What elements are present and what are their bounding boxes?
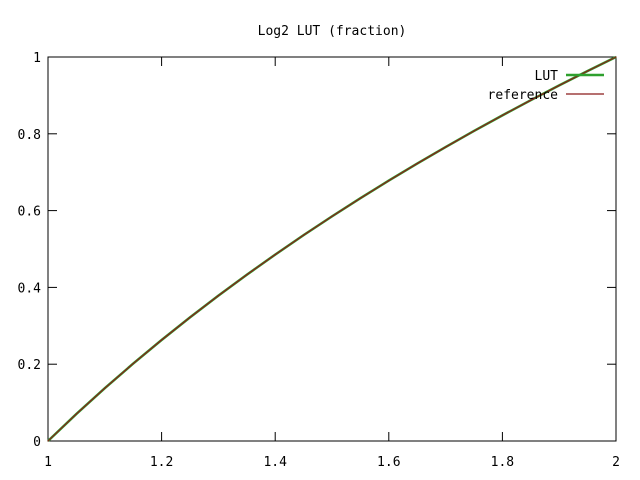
data-point-reference	[303, 234, 305, 236]
x-tick-label: 1.6	[377, 455, 400, 470]
data-point-reference	[217, 295, 219, 297]
data-point-reference	[615, 56, 617, 58]
data-point-reference	[246, 274, 248, 276]
axis-ticks: 1 1.2 1.4 1.6 1.8 2 0 0.2 0.4 0.6 0.8 1	[18, 51, 620, 470]
data-point-reference	[388, 180, 390, 182]
series-line-LUT	[47, 55, 617, 442]
data-point-reference	[445, 146, 447, 148]
legend: LUT reference	[488, 69, 604, 103]
data-point-reference	[558, 84, 560, 87]
y-tick-label: 0.6	[18, 205, 41, 220]
legend-label: LUT	[535, 69, 559, 84]
series-group	[47, 55, 617, 442]
data-point-reference	[104, 387, 106, 389]
y-tick-label: 0.2	[18, 358, 41, 373]
data-point-reference	[530, 99, 532, 101]
data-point-reference	[359, 197, 361, 199]
data-point-reference	[587, 70, 589, 72]
series-line-reference	[47, 56, 617, 442]
legend-label: reference	[488, 88, 559, 103]
y-tick-label: 0	[33, 435, 41, 450]
data-point-reference	[189, 316, 191, 318]
y-tick-label: 0.4	[18, 281, 42, 296]
data-point-reference	[473, 130, 475, 132]
data-point-reference	[161, 339, 163, 341]
plot-frame	[47, 56, 617, 442]
x-tick-label: 1.8	[491, 455, 514, 470]
chart-title: Log2 LUT (fraction)	[258, 24, 407, 39]
x-tick-label: 2	[612, 455, 620, 470]
x-tick-label: 1	[44, 455, 52, 470]
data-point-reference	[132, 362, 134, 365]
data-point-reference	[416, 162, 418, 165]
y-tick-label: 1	[33, 51, 41, 66]
data-point-reference	[501, 114, 503, 116]
data-point-reference	[47, 440, 49, 442]
x-tick-label: 1.4	[263, 455, 287, 470]
y-tick-label: 0.8	[18, 128, 41, 143]
data-point-reference	[274, 254, 276, 256]
x-tick-label: 1.2	[150, 455, 173, 470]
data-point-reference	[331, 215, 333, 217]
data-point-reference	[75, 413, 77, 415]
